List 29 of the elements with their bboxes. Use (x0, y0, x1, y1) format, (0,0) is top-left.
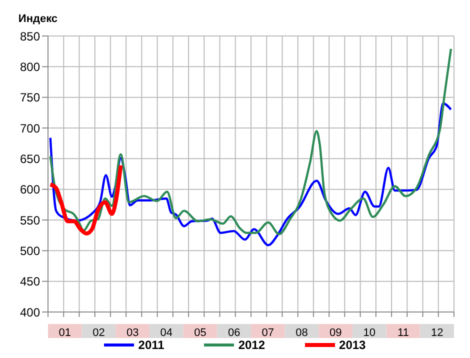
y-tick-label: 800 (20, 60, 40, 74)
x-tick-label: 10 (363, 327, 376, 339)
line-series (49, 102, 452, 246)
legend-label: 2012 (238, 338, 266, 352)
legend-label: 2011 (138, 338, 164, 352)
y-tick-label: 650 (20, 152, 40, 166)
y-tick-label: 450 (20, 274, 40, 289)
y-tick-label: 600 (20, 182, 40, 197)
x-tick-label: 09 (329, 327, 342, 339)
y-tick-label: 750 (20, 90, 40, 105)
y-tick-label: 550 (20, 213, 40, 228)
y-tick-label: 400 (20, 305, 40, 320)
x-tick-label: 08 (296, 327, 308, 339)
line-series (49, 48, 452, 236)
x-tick-label: 02 (92, 327, 105, 339)
x-tick-label: 12 (430, 327, 444, 339)
y-axis-title: Индекс (18, 13, 58, 25)
x-tick-label: 07 (262, 327, 274, 339)
y-tick-label: 500 (20, 244, 40, 258)
x-tick-label: 11 (398, 327, 409, 339)
x-tick-label: 01 (58, 327, 72, 339)
x-tick-label: 03 (126, 327, 139, 339)
legend-label: 2013 (339, 338, 366, 352)
y-tick-label: 850 (20, 29, 40, 44)
x-tick-label: 06 (228, 327, 240, 339)
y-tick-label: 700 (20, 121, 40, 136)
x-tick-label: 05 (194, 327, 206, 339)
line-series (48, 163, 123, 236)
x-tick-label: 04 (160, 327, 173, 339)
